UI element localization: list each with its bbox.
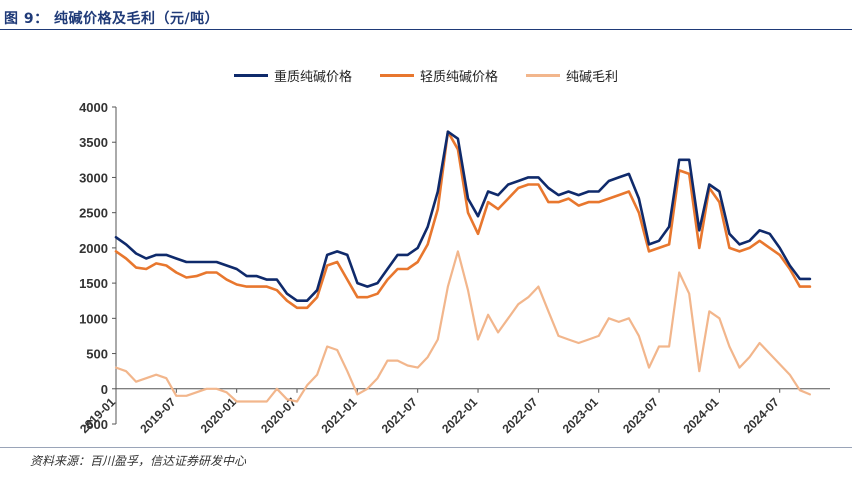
y-tick-label: 1000 (79, 311, 108, 326)
x-tick-label: 2022-01 (439, 395, 480, 436)
y-tick-label: 500 (86, 347, 108, 362)
x-tick-label: 2019-07 (137, 395, 178, 436)
series-line-0 (114, 130, 812, 303)
y-tick-label: 4000 (79, 100, 108, 115)
x-tick-label: 2021-07 (379, 395, 420, 436)
source-note: 资料来源：百川盈孚，信达证券研发中心 (30, 454, 247, 468)
source-rule (0, 447, 852, 448)
x-tick-label: 2020-01 (198, 395, 239, 436)
x-tick-label: 2023-07 (620, 395, 661, 436)
legend-item-heavy-soda: 重质纯碱价格 (233, 66, 352, 85)
line-chart: -500 0 500 1000 1500 2000 2500 3000 3500 4000 2019… (77, 100, 830, 436)
x-tick-label: 2024-01 (680, 395, 721, 436)
y-tick-label: 1500 (79, 276, 108, 291)
legend-label-soda-margin: 纯碱毛利 (566, 70, 619, 85)
legend-label-light-soda: 轻质纯碱价格 (419, 70, 498, 85)
figure-title: 图 9： 纯碱价格及毛利（元/吨） (4, 11, 220, 27)
x-tick-label: 2023-01 (560, 395, 601, 436)
y-tick-label: 2000 (79, 241, 108, 256)
chart-legend: 重质纯碱价格 轻质纯碱价格 纯碱毛利 (0, 66, 852, 85)
y-tick-label: 2500 (79, 206, 108, 221)
y-tick-label: 3500 (79, 135, 108, 150)
series-line-1 (114, 130, 812, 310)
legend-item-soda-margin: 纯碱毛利 (526, 66, 618, 85)
y-tick-label: -500 (82, 417, 108, 432)
y-tick-label: 0 (101, 382, 108, 397)
y-tick-label: 3000 (79, 170, 108, 185)
x-tick-label: 2024-07 (741, 395, 782, 436)
x-tick-label: 2021-01 (318, 395, 359, 436)
legend-swatch-light-soda (379, 74, 414, 77)
legend-swatch-soda-margin (526, 74, 560, 77)
x-tick-label: 2022-07 (499, 395, 540, 436)
legend-swatch-heavy-soda (233, 74, 268, 77)
legend-label-heavy-soda: 重质纯碱价格 (273, 70, 352, 85)
series-line-2 (114, 250, 812, 403)
title-rule (0, 29, 852, 30)
legend-item-light-soda: 轻质纯碱价格 (379, 66, 498, 85)
